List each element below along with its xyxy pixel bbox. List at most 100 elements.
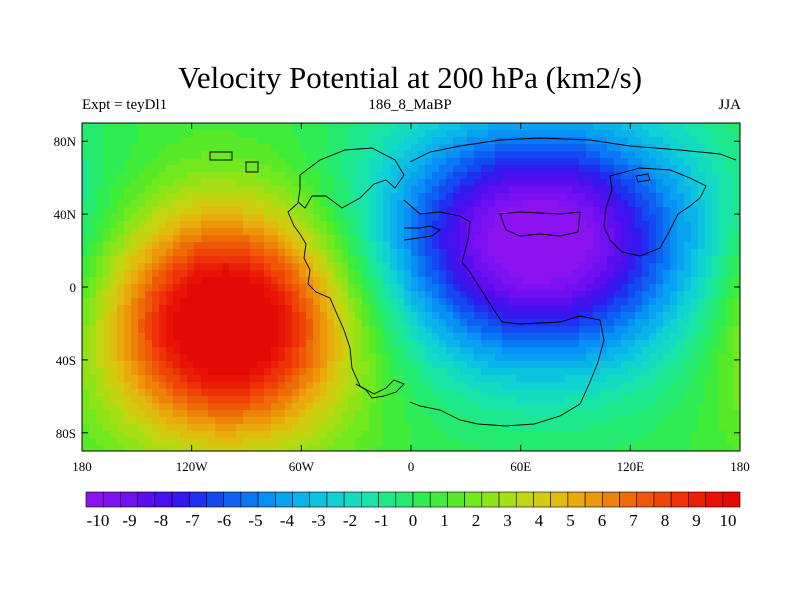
field-cell: [495, 445, 503, 451]
field-cell: [376, 431, 384, 439]
field-cell: [103, 144, 111, 152]
field-cell: [334, 298, 342, 306]
field-cell: [649, 179, 657, 187]
field-cell: [649, 410, 657, 418]
field-cell: [670, 228, 678, 236]
field-cell: [376, 207, 384, 215]
field-cell: [649, 193, 657, 201]
colorbar-label: -1: [374, 511, 388, 530]
field-cell: [236, 298, 244, 306]
field-cell: [243, 214, 251, 222]
field-cell: [131, 228, 139, 236]
field-cell: [348, 137, 356, 145]
field-cell: [425, 158, 433, 166]
field-cell: [544, 284, 552, 292]
field-cell: [495, 438, 503, 446]
field-cell: [460, 291, 468, 299]
field-cell: [271, 424, 279, 432]
field-cell: [327, 277, 335, 285]
field-cell: [180, 270, 188, 278]
field-cell: [215, 431, 223, 439]
field-cell: [292, 214, 300, 222]
field-cell: [278, 151, 286, 159]
field-cell: [152, 403, 160, 411]
field-cell: [446, 291, 454, 299]
field-cell: [110, 312, 118, 320]
field-cell: [551, 305, 559, 313]
colorbar-swatch: [688, 491, 706, 508]
field-cell: [551, 445, 559, 451]
field-cell: [180, 151, 188, 159]
field-cell: [397, 396, 405, 404]
field-cell: [481, 158, 489, 166]
field-cell: [565, 445, 573, 451]
field-cell: [110, 214, 118, 222]
field-cell: [663, 165, 671, 173]
field-cell: [593, 445, 601, 451]
field-cell: [579, 389, 587, 397]
field-cell: [516, 326, 524, 334]
field-cell: [369, 319, 377, 327]
field-cell: [551, 256, 559, 264]
field-cell: [187, 445, 195, 451]
field-cell: [152, 193, 160, 201]
field-cell: [131, 151, 139, 159]
field-cell: [250, 221, 258, 229]
field-cell: [635, 214, 643, 222]
field-cell: [677, 123, 685, 131]
field-cell: [173, 403, 181, 411]
field-cell: [488, 200, 496, 208]
field-cell: [411, 277, 419, 285]
field-cell: [593, 319, 601, 327]
field-cell: [495, 144, 503, 152]
field-cell: [558, 158, 566, 166]
field-cell: [656, 354, 664, 362]
field-cell: [278, 347, 286, 355]
field-cell: [481, 361, 489, 369]
field-cell: [341, 144, 349, 152]
field-cell: [572, 235, 580, 243]
field-cell: [187, 249, 195, 257]
colorbar-label: 3: [503, 511, 512, 530]
field-cell: [82, 347, 90, 355]
field-cell: [355, 284, 363, 292]
field-cell: [215, 347, 223, 355]
field-cell: [82, 340, 90, 348]
field-cell: [670, 410, 678, 418]
field-cell: [537, 438, 545, 446]
field-cell: [726, 137, 734, 145]
field-cell: [523, 221, 531, 229]
field-cell: [628, 249, 636, 257]
field-cell: [152, 445, 160, 451]
field-cell: [607, 221, 615, 229]
field-cell: [537, 200, 545, 208]
field-cell: [89, 347, 97, 355]
field-cell: [670, 144, 678, 152]
field-cell: [229, 410, 237, 418]
field-cell: [628, 214, 636, 222]
field-cell: [82, 165, 90, 173]
field-cell: [159, 361, 167, 369]
field-cell: [446, 305, 454, 313]
field-cell: [586, 137, 594, 145]
experiment-label: Expt = teyDl1: [82, 97, 168, 113]
field-cell: [691, 193, 699, 201]
field-cell: [390, 368, 398, 376]
field-cell: [334, 361, 342, 369]
field-cell: [152, 340, 160, 348]
field-cell: [124, 158, 132, 166]
field-cell: [411, 228, 419, 236]
field-cell: [460, 256, 468, 264]
field-cell: [383, 403, 391, 411]
field-cell: [439, 193, 447, 201]
field-cell: [523, 368, 531, 376]
field-cell: [453, 326, 461, 334]
field-cell: [418, 256, 426, 264]
field-cell: [551, 312, 559, 320]
field-cell: [705, 137, 713, 145]
field-cell: [201, 291, 209, 299]
field-cell: [481, 375, 489, 383]
field-cell: [376, 298, 384, 306]
field-cell: [166, 137, 174, 145]
field-cell: [264, 144, 272, 152]
